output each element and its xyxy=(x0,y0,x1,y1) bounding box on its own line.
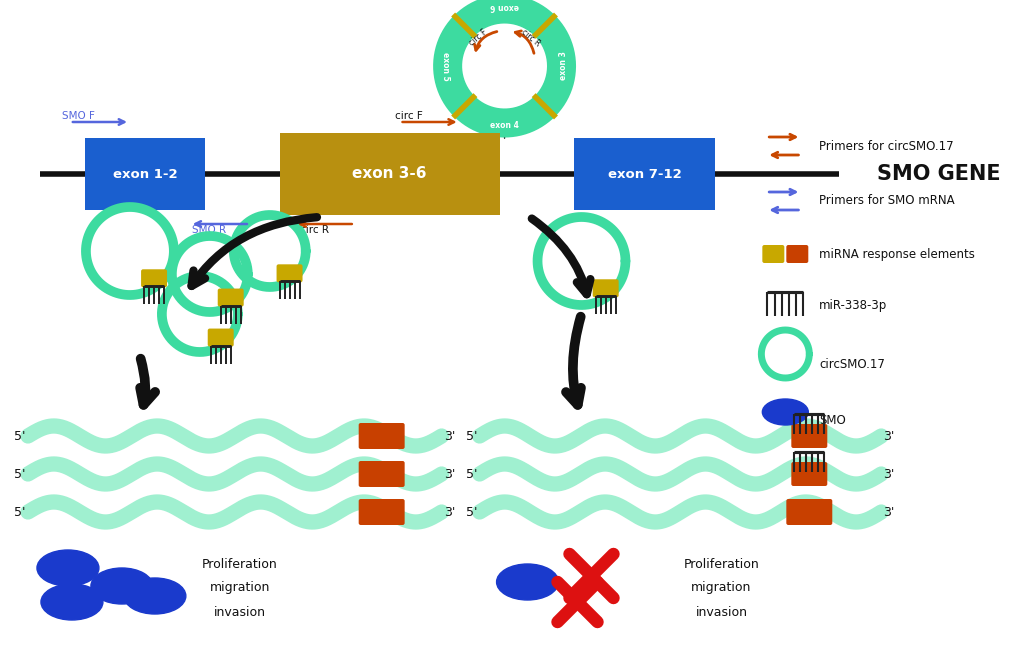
Text: migration: migration xyxy=(691,581,751,594)
Text: circ F: circ F xyxy=(468,28,489,48)
Text: 5': 5' xyxy=(14,430,25,443)
Ellipse shape xyxy=(37,550,99,586)
Text: exon 5: exon 5 xyxy=(440,52,449,81)
Text: 3': 3' xyxy=(443,468,454,480)
FancyBboxPatch shape xyxy=(786,245,807,263)
Ellipse shape xyxy=(761,399,807,425)
Text: 5': 5' xyxy=(466,506,477,518)
Text: 3': 3' xyxy=(443,430,454,443)
Text: exon 3-6: exon 3-6 xyxy=(353,167,427,182)
Text: Proliferation: Proliferation xyxy=(683,558,758,571)
FancyBboxPatch shape xyxy=(217,289,244,306)
FancyBboxPatch shape xyxy=(276,264,303,282)
Ellipse shape xyxy=(496,564,558,600)
Text: Proliferation: Proliferation xyxy=(202,558,277,571)
FancyBboxPatch shape xyxy=(761,245,784,263)
FancyBboxPatch shape xyxy=(791,424,826,448)
FancyBboxPatch shape xyxy=(791,462,826,486)
Text: 3': 3' xyxy=(443,506,454,518)
Text: exon 6: exon 6 xyxy=(490,3,519,12)
Text: circ F: circ F xyxy=(394,111,422,121)
Text: exon 1-2: exon 1-2 xyxy=(112,167,177,180)
Text: 5': 5' xyxy=(14,506,25,518)
Text: invasion: invasion xyxy=(214,605,266,619)
FancyBboxPatch shape xyxy=(359,499,405,525)
Text: SMO: SMO xyxy=(818,413,845,426)
Text: invasion: invasion xyxy=(695,605,747,619)
Text: Primers for SMO mRNA: Primers for SMO mRNA xyxy=(818,194,954,207)
Text: 5': 5' xyxy=(466,430,477,443)
Text: 5': 5' xyxy=(14,468,25,480)
FancyBboxPatch shape xyxy=(592,279,619,297)
Ellipse shape xyxy=(91,568,153,604)
Text: exon 4: exon 4 xyxy=(490,121,519,129)
FancyBboxPatch shape xyxy=(85,138,205,210)
Text: SMO F: SMO F xyxy=(62,111,95,121)
FancyBboxPatch shape xyxy=(359,423,405,449)
Text: 5': 5' xyxy=(466,468,477,480)
Text: SMO R: SMO R xyxy=(192,225,226,235)
Text: SMO GENE: SMO GENE xyxy=(876,164,1000,184)
FancyBboxPatch shape xyxy=(573,138,714,210)
Text: miRNA response elements: miRNA response elements xyxy=(818,247,974,260)
Text: 3': 3' xyxy=(882,506,894,518)
Ellipse shape xyxy=(123,578,185,614)
Text: exon 7-12: exon 7-12 xyxy=(607,167,681,180)
FancyBboxPatch shape xyxy=(141,269,167,287)
Text: 3': 3' xyxy=(882,468,894,480)
Text: circ R: circ R xyxy=(519,28,541,49)
FancyBboxPatch shape xyxy=(208,329,233,346)
FancyBboxPatch shape xyxy=(359,461,405,487)
Text: miR-338-3p: miR-338-3p xyxy=(818,300,887,312)
Text: exon 3: exon 3 xyxy=(558,52,568,81)
Text: Primers for circSMO.17: Primers for circSMO.17 xyxy=(818,140,953,152)
FancyBboxPatch shape xyxy=(786,499,832,525)
FancyBboxPatch shape xyxy=(279,133,499,215)
Text: 3': 3' xyxy=(882,430,894,443)
Text: circSMO.17: circSMO.17 xyxy=(818,358,884,371)
Text: migration: migration xyxy=(209,581,270,594)
Text: circ R: circ R xyxy=(300,225,328,235)
Ellipse shape xyxy=(41,584,103,620)
